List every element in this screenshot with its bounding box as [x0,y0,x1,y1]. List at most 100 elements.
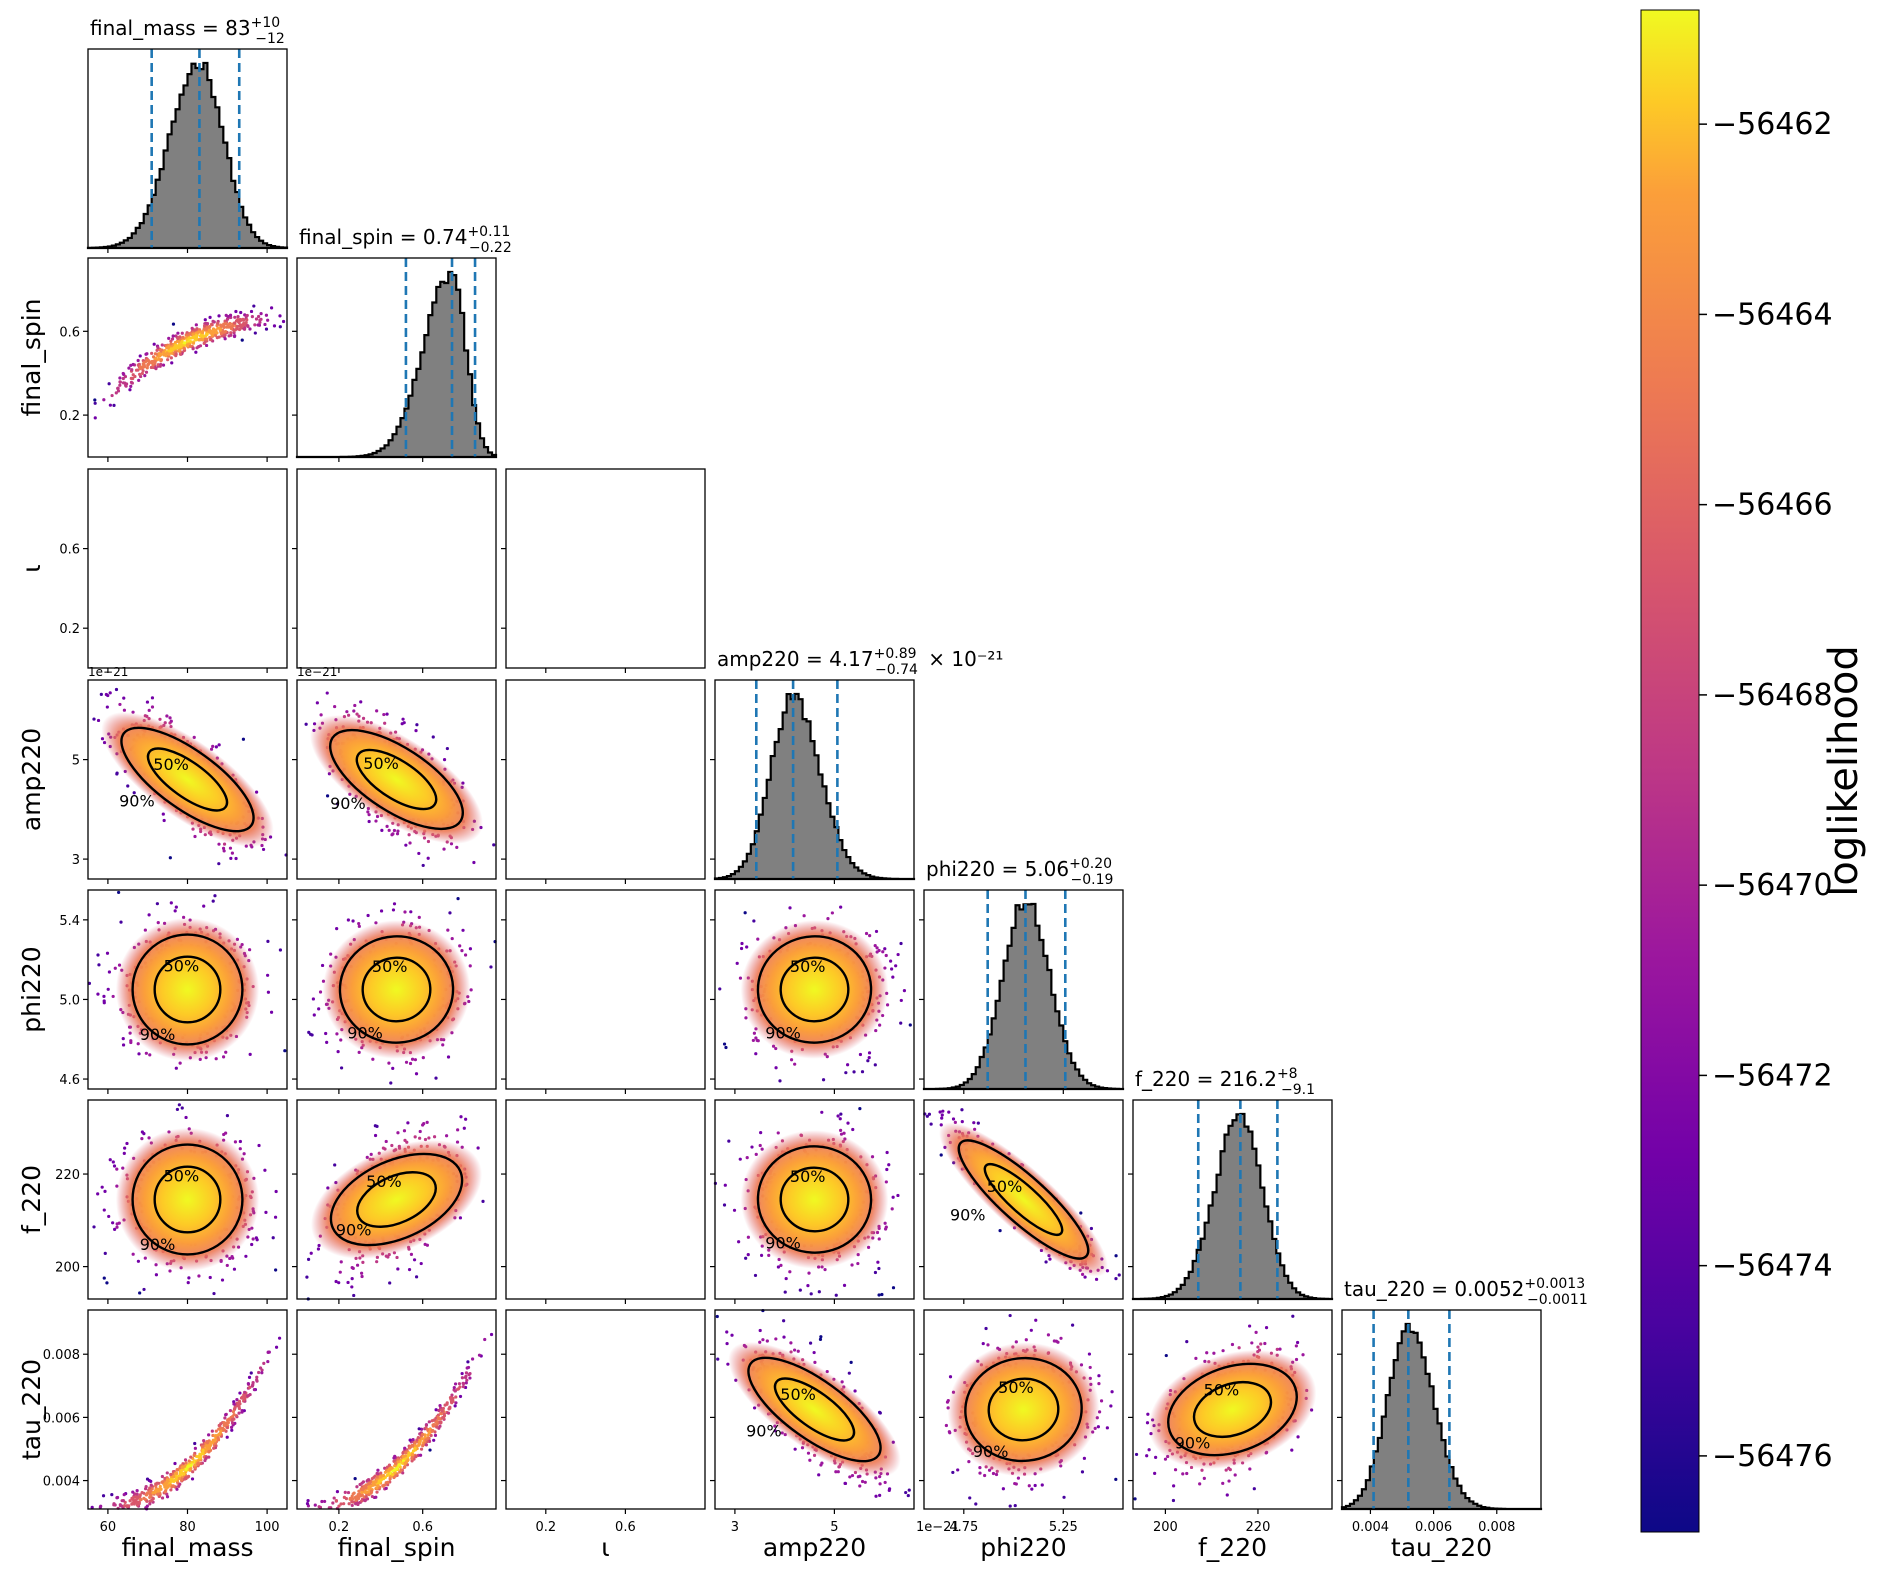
contour-label-50: 50% [363,754,399,773]
scatter-panel-f_220-vs-amp220: 50% 90% [710,1099,915,1304]
panel-frame [1132,1099,1333,1300]
contour-label-90: 90% [140,1235,176,1254]
density-core [310,715,483,844]
density-core [322,920,471,1059]
contour-50 [356,1171,437,1228]
density-core [310,1140,483,1259]
x-tick-label: 4.75 [949,1520,978,1535]
contour-90 [1167,1362,1298,1457]
contour-50 [773,1377,856,1442]
contour-label-50: 50% [164,1167,200,1186]
colorbar-tick-label: −56472 [1712,1058,1833,1093]
y-tick-label: 0.004 [43,1475,80,1490]
density-core [101,712,274,847]
histogram-bars [713,692,916,881]
colorbar-tick-label: −56464 [1712,297,1833,332]
scatter-panel-f_220-vs-iota [501,1099,706,1304]
scatter-panel-phi220-vs-final_spin: 50% 90% [292,889,497,1094]
panel-frame [296,257,497,458]
x-tick-label: 0.004 [1352,1520,1389,1535]
contour-50 [355,748,438,811]
x-tick-label: 0.008 [1478,1520,1515,1535]
x-tick-label: 100 [255,1520,280,1535]
contour-label-90: 90% [765,1234,801,1253]
density-core [115,917,260,1062]
contour-50 [146,747,229,812]
colorbar-gradient [1640,9,1700,1533]
scatter-panel-f_220-vs-final_spin: 50% 90% [292,1099,497,1304]
y-tick-label: 0.6 [59,543,80,558]
contour-90 [328,728,465,831]
hist-panel-f_220: f_220 = 216.2+8 −9.1 [1128,1066,1334,1304]
x-axis-label: f_220 [1198,1533,1267,1562]
histogram-bars [1131,1112,1334,1301]
panel-frame [714,679,915,880]
contour-label-90: 90% [950,1206,986,1225]
x-tick-label: 200 [1153,1520,1178,1535]
offset-text: 1e−21 [88,665,128,679]
scatter-panel-iota-vs-final_spin [292,468,497,673]
histogram-bars [86,61,289,250]
contour-label-50: 50% [790,1167,826,1186]
colorbar-tick-label: −56462 [1712,107,1833,142]
contour-label-90: 90% [765,1024,801,1043]
panel-title: f_220 = 216.2+8 −9.1 [1135,1066,1315,1098]
y-axis-label: amp220 [17,728,46,831]
colorbar-tick-label: −56470 [1712,868,1833,903]
x-tick-label: 80 [179,1520,196,1535]
contour-label-50: 50% [153,755,189,774]
contour-90 [756,935,873,1044]
x-tick-label: 5.25 [1049,1520,1078,1535]
density-core [740,1130,889,1269]
density-core [939,1122,1108,1277]
contour-label-90: 90% [330,794,366,813]
panel-title: final_spin = 0.74+0.11 −0.22 [299,224,512,256]
scatter-panel-amp220-vs-final_mass: 50% 90% 1e−21 3 5 amp220 [17,665,288,884]
contour-50 [987,1377,1060,1442]
x-tick-label: 3 [731,1520,739,1535]
x-tick-label: 0.6 [615,1520,636,1535]
panel-title: tau_220 = 0.0052+0.0013 −0.0011 [1344,1276,1588,1308]
contour-label-50: 50% [372,957,408,976]
y-tick-label: 0.008 [43,1348,80,1363]
contour-90 [329,1152,464,1247]
hist-panel-final_mass: final_mass = 83+10 −12 [86,15,289,253]
contour-label-90: 90% [336,1220,372,1239]
colorbar-ticks: −56462 −56464 −56466 −56468 −56470 −56472 −564… [1699,107,1833,1474]
colorbar-label: loglikelihood [1821,645,1867,896]
hist-panel-tau_220: tau_220 = 0.0052+0.0013 −0.0011 0.004 0.006… [1337,1276,1588,1562]
contour-90 [338,935,455,1044]
contour-90 [747,1356,882,1463]
colorbar-tick-label: −56466 [1712,488,1833,523]
panel-frame [296,679,497,880]
panel-frame [296,468,497,669]
colorbar-tick-label: −56468 [1712,678,1833,713]
contour-90 [756,1145,873,1254]
x-tick-label: 60 [100,1520,117,1535]
scatter-panel-amp220-vs-final_spin: 50% 90% 1e−21 [292,665,497,884]
panel-frame [714,1099,915,1300]
panel-title: phi220 = 5.06+0.20 −0.19 [926,856,1113,888]
x-axis-label: amp220 [763,1533,866,1562]
x-axis-label: final_mass [121,1533,253,1562]
y-tick-label: 5 [72,754,80,769]
colorbar-tick-label: −56476 [1712,1439,1833,1474]
panel-frame [714,889,915,1090]
histogram-bars [922,902,1125,1091]
panel-frame [923,1309,1124,1510]
y-tick-label: 3 [72,853,80,868]
y-tick-label: 0.6 [59,325,80,340]
offset-text: 1e−21 [297,665,337,679]
panel-frame [87,468,288,669]
scatter-panel-tau_220-vs-iota: 0.2 0.6 ι [501,1309,706,1562]
contour-50 [1192,1380,1273,1439]
scatter-points [305,1332,494,1511]
scatter-points [93,304,286,420]
contour-50 [779,1166,850,1233]
contour-label-50: 50% [790,957,826,976]
scatter-panel-f_220-vs-phi220: 50%90% [919,1099,1124,1304]
contour-label-50: 50% [1204,1381,1240,1400]
